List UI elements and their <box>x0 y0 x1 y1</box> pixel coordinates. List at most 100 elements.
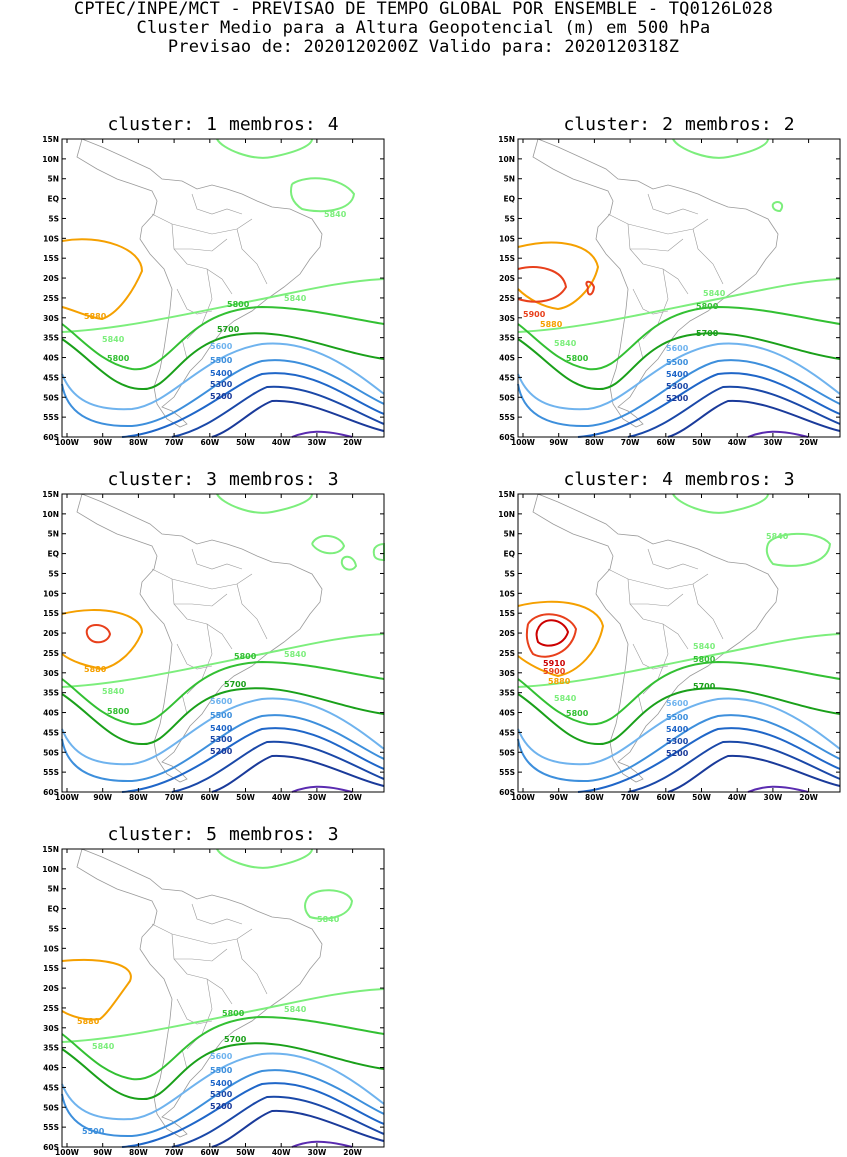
contour-line-5700 <box>61 332 385 391</box>
lat-tick-label: 55S <box>499 768 515 777</box>
contour-map: 5880 5840 5800 5840 5800 5700 5600 5500 5400 5300… <box>42 490 385 802</box>
contour-line-5840 <box>304 889 354 920</box>
contour-line-5600 <box>517 342 841 411</box>
lat-tick-label: 55S <box>43 413 59 422</box>
contour-label: 5840 <box>703 289 726 298</box>
contour-label: 5200 <box>666 394 689 403</box>
lat-tick-label: 55S <box>43 768 59 777</box>
country-border <box>186 978 213 1050</box>
country-border <box>627 578 689 650</box>
country-border <box>174 238 228 252</box>
contour-label: 5500 <box>666 713 689 722</box>
contour-label: 5840 <box>92 1042 115 1051</box>
contour-line-5840 <box>216 848 313 869</box>
contour-line-5400 <box>121 1082 385 1148</box>
contour-label: 5800 <box>696 302 719 311</box>
lon-tick-label: 90W <box>93 438 112 447</box>
lat-tick-label: 20S <box>43 984 59 993</box>
contour-label: 5800 <box>566 709 589 718</box>
contour-line-5840 <box>61 633 385 688</box>
lat-tick-label: 15S <box>43 609 59 618</box>
contour-label: 5880 <box>548 677 571 686</box>
lat-tick-label: 10N <box>498 510 515 519</box>
coastline <box>76 493 323 783</box>
country-border <box>181 693 188 715</box>
lat-tick-label: 60S <box>499 788 515 797</box>
contour-line-5880 <box>61 238 144 321</box>
lat-tick-label: 50S <box>499 748 515 757</box>
page-header: CPTEC/INPE/MCT - PREVISAO DE TEMPO GLOBA… <box>0 0 847 57</box>
contour-label: 5700 <box>224 680 247 689</box>
country-border <box>176 998 213 1025</box>
contour-label: 5840 <box>693 642 716 651</box>
contour-label: 5300 <box>210 380 233 389</box>
contour-label: 5840 <box>284 294 307 303</box>
country-border <box>692 228 724 285</box>
country-border <box>632 288 669 315</box>
country-border <box>642 268 669 340</box>
contour-label: 5600 <box>666 344 689 353</box>
lat-tick-label: 10N <box>42 155 59 164</box>
contour-label: 5600 <box>210 342 233 351</box>
contour-line-5200 <box>211 754 385 793</box>
contour-line-5200 <box>211 399 385 438</box>
contour-line-5100 <box>747 430 809 438</box>
lat-tick-label: 5S <box>48 924 59 933</box>
contour-line-5840 <box>340 555 358 571</box>
lat-tick-label: 40S <box>43 354 59 363</box>
contour-label: 5700 <box>693 682 716 691</box>
contour-label: 5880 <box>84 312 107 321</box>
contour-line-5700 <box>517 687 841 746</box>
lat-tick-label: 45S <box>499 728 515 737</box>
country-border <box>637 338 644 360</box>
cluster-number: 4 <box>662 469 673 490</box>
country-border <box>176 643 213 670</box>
contour-label: 5800 <box>107 354 130 363</box>
contour-label: 5300 <box>210 1090 233 1099</box>
lat-tick-label: 15S <box>499 609 515 618</box>
country-border <box>181 1048 188 1070</box>
contour-line-5840 <box>517 278 841 333</box>
lon-tick-label: 100W <box>55 438 80 447</box>
contour-line-5880 <box>517 241 600 311</box>
lon-tick-label: 90W <box>549 438 568 447</box>
lat-tick-label: 5N <box>48 885 60 894</box>
country-border <box>176 288 213 315</box>
lat-tick-label: 5N <box>504 175 516 184</box>
lat-tick-label: 25S <box>499 649 515 658</box>
contour-line-5500 <box>61 1069 385 1138</box>
contour-line-5840 <box>61 278 385 333</box>
lon-tick-label: 20W <box>799 793 818 802</box>
lat-tick-label: 30S <box>499 669 515 678</box>
lon-tick-label: 100W <box>511 438 536 447</box>
lat-tick-label: 5N <box>504 530 516 539</box>
lon-tick-label: 50W <box>692 793 711 802</box>
contour-label: 5500 <box>666 358 689 367</box>
lon-tick-label: 50W <box>236 793 255 802</box>
country-border <box>627 223 689 295</box>
contour-line-5100 <box>291 430 353 438</box>
contour-label: 5800 <box>227 300 250 309</box>
country-border <box>692 583 724 640</box>
contour-line-5500 <box>61 714 385 783</box>
contour-label: 5700 <box>224 1035 247 1044</box>
country-border <box>174 593 228 607</box>
contour-line-5800 <box>61 660 385 726</box>
lon-tick-label: 60W <box>656 438 675 447</box>
country-border <box>171 578 233 650</box>
country-border <box>637 693 644 715</box>
contour-line-5400 <box>121 727 385 793</box>
map-panel-cluster-2: cluster: 2 membros: 2 5900 5880 5840 5800 5840 58… <box>498 114 841 447</box>
country-border <box>171 933 233 1005</box>
cluster-label: cluster: <box>107 469 195 490</box>
lat-tick-label: 15S <box>499 254 515 263</box>
lat-tick-label: 50S <box>43 748 59 757</box>
contour-label: 5880 <box>77 1017 100 1026</box>
header-line-1: CPTEC/INPE/MCT - PREVISAO DE TEMPO GLOBA… <box>73 0 774 19</box>
contour-line-5600 <box>517 697 841 766</box>
header-line-3: Previsao de: 2020120200Z Valido para: 20… <box>167 37 680 57</box>
lon-tick-label: 30W <box>308 438 327 447</box>
lat-tick-label: 35S <box>43 1044 59 1053</box>
contour-label: 5880 <box>540 320 563 329</box>
contour-label: 5900 <box>543 667 566 676</box>
